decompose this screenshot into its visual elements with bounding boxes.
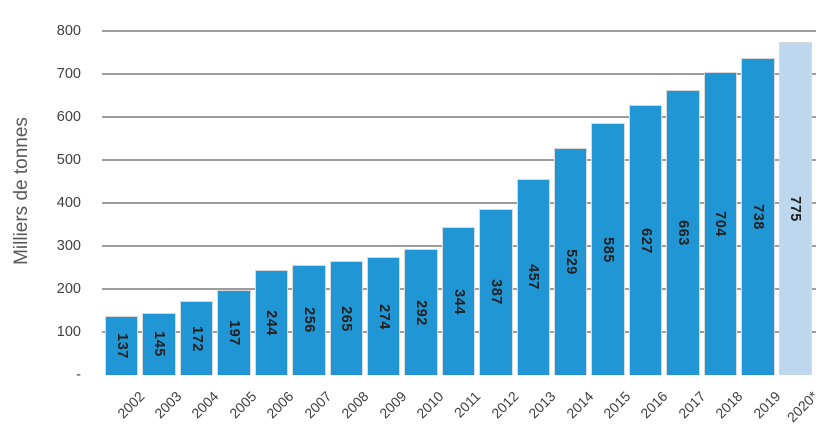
y-tick-label--: - <box>76 367 81 383</box>
bar-value-label: 387 <box>487 279 504 306</box>
bar-series: 137 145 172 197 244 256 265 274 292 344 387 457 529 5… <box>102 31 816 375</box>
x-tick-label-2020: 2020* <box>783 388 820 426</box>
x-cell-2006: 2006 <box>255 377 296 431</box>
y-axis-tick-labels: - 100 200 300 400 500 600 700 800 <box>0 0 81 431</box>
x-cell-2020: 2020* <box>779 377 820 431</box>
gridline-500 <box>102 159 816 161</box>
bar-value-label: 172 <box>188 325 205 352</box>
bar-value-label: 585 <box>600 236 617 263</box>
bar-2014: 529 <box>554 147 588 375</box>
x-cell-2018: 2018 <box>704 377 745 431</box>
bar-2012: 387 <box>479 208 513 375</box>
bar-2013: 457 <box>516 178 551 375</box>
gridline-600 <box>102 116 816 118</box>
gridline-800 <box>102 30 816 32</box>
bar-2002: 137 <box>105 316 139 375</box>
bar-2019: 738 <box>741 57 775 375</box>
x-cell-2007: 2007 <box>292 377 334 431</box>
gridline-700 <box>102 73 816 75</box>
y-tick-label-500: 500 <box>56 152 81 168</box>
plot-area: 137 145 172 197 244 256 265 274 292 344 387 457 529 5… <box>102 30 816 375</box>
y-tick-label-400: 400 <box>56 195 81 211</box>
bar-2018: 704 <box>703 72 738 375</box>
bar-2009: 274 <box>366 257 401 375</box>
bar-value-label: 292 <box>413 299 430 326</box>
x-cell-2008: 2008 <box>330 377 371 431</box>
bar-value-label: 197 <box>225 320 242 346</box>
bar-2006: 244 <box>254 270 289 375</box>
x-cell-2017: 2017 <box>666 377 708 431</box>
bar-value-label: 256 <box>300 307 317 334</box>
bar-value-label: 775 <box>787 196 804 222</box>
bar-value-label: 274 <box>375 303 392 330</box>
bar-2007: 256 <box>292 264 326 375</box>
x-cell-2016: 2016 <box>629 377 671 431</box>
x-cell-2004: 2004 <box>180 377 222 431</box>
bar-value-label: 344 <box>450 288 467 315</box>
bar-2020: 775 <box>778 41 813 375</box>
bar-2010: 292 <box>404 249 438 375</box>
bar-value-label: 244 <box>263 310 280 336</box>
x-axis-tick-labels: 2002 2003 2004 2005 2006 2007 2008 2009 2010 2011… <box>102 377 820 431</box>
bar-value-label: 145 <box>151 331 168 358</box>
x-cell-2015: 2015 <box>591 377 633 431</box>
x-cell-2002: 2002 <box>105 377 147 431</box>
bar-2008: 265 <box>329 261 363 375</box>
bar-2005: 197 <box>217 290 251 375</box>
bar-2016: 627 <box>628 105 663 375</box>
bar-value-label: 137 <box>113 333 130 359</box>
bar-value-label: 738 <box>749 203 766 230</box>
y-tick-label-200: 200 <box>56 281 81 297</box>
y-tick-label-300: 300 <box>56 238 81 254</box>
bar-value-label: 529 <box>562 248 579 275</box>
bar-2004: 172 <box>179 301 214 375</box>
bar-value-label: 704 <box>712 211 729 237</box>
bar-value-label: 663 <box>675 220 692 246</box>
bar-value-label: 627 <box>637 227 654 254</box>
x-cell-2014: 2014 <box>554 377 596 431</box>
y-tick-label-800: 800 <box>56 23 81 39</box>
bar-value-label: 265 <box>338 305 355 332</box>
x-cell-2010: 2010 <box>404 377 446 431</box>
y-tick-label-700: 700 <box>56 66 81 82</box>
bar-2015: 585 <box>591 123 625 375</box>
x-cell-2009: 2009 <box>367 377 409 431</box>
bar-2011: 344 <box>441 227 476 375</box>
bar-value-label: 457 <box>525 264 542 291</box>
bar-2003: 145 <box>142 312 176 375</box>
bar-2017: 663 <box>666 89 700 375</box>
gridline-400 <box>102 202 816 204</box>
x-cell-2011: 2011 <box>442 377 484 431</box>
y-tick-label-100: 100 <box>56 324 81 340</box>
x-cell-2019: 2019 <box>741 377 783 431</box>
x-cell-2005: 2005 <box>217 377 259 431</box>
y-tick-label-600: 600 <box>56 109 81 125</box>
x-cell-2013: 2013 <box>517 377 558 431</box>
x-cell-2012: 2012 <box>479 377 521 431</box>
x-cell-2003: 2003 <box>142 377 184 431</box>
